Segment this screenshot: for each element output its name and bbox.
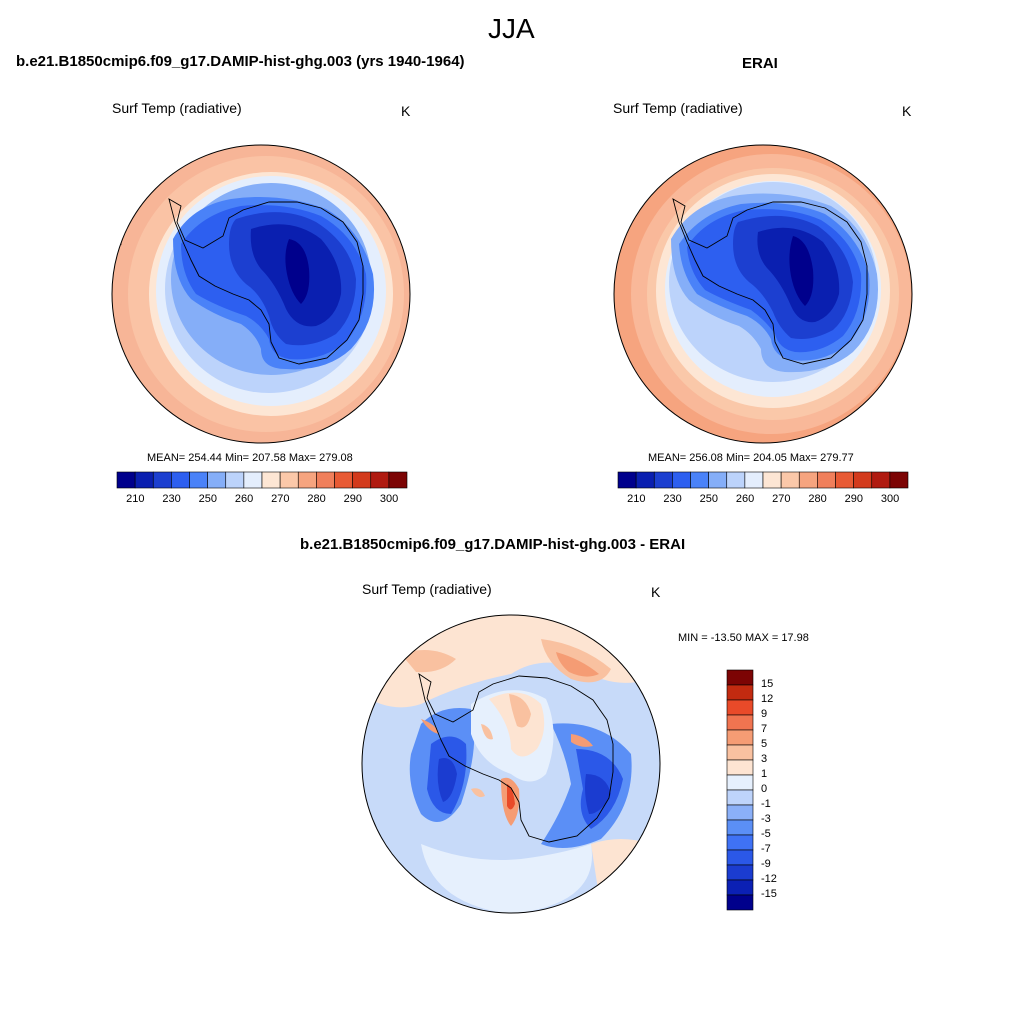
colorbar-tick-label: 250: [198, 493, 217, 505]
colorbar-tick-label: 5: [761, 738, 768, 750]
colorbar-tick-label: -3: [761, 813, 771, 825]
colorbar-swatch: [261, 471, 281, 489]
variable-label-model: Surf Temp (radiative): [112, 100, 242, 116]
colorbar-swatch: [726, 684, 754, 701]
colorbar-tick-label: 300: [880, 493, 900, 505]
colorbar-swatch: [243, 471, 263, 489]
colorbar-swatch: [189, 471, 208, 489]
colorbar-tick-label: 7: [761, 723, 768, 735]
colorbar-tick-label: 260: [234, 493, 254, 505]
colorbar-swatch: [708, 471, 728, 489]
variable-label-obs: Surf Temp (radiative): [613, 100, 743, 116]
units-label-obs: K: [902, 103, 912, 119]
colorbar-tick-label: 0: [761, 783, 768, 795]
colorbar-swatch: [853, 471, 873, 489]
colorbar-swatch: [726, 849, 754, 866]
colorbar-diff: [726, 669, 754, 911]
colorbar-tick-label: 15: [761, 678, 774, 690]
colorbar-tick-label: 210: [627, 493, 646, 505]
colorbar-tick-label: -12: [761, 873, 777, 885]
colorbar-swatch: [726, 744, 754, 761]
colorbar-tick-label: 280: [307, 493, 326, 505]
colorbar-swatch: [726, 819, 754, 836]
colorbar-swatch: [817, 471, 836, 489]
panel-title-model: b.e21.B1850cmip6.f09_g17.DAMIP-hist-ghg.…: [16, 53, 465, 70]
colorbar-swatch: [152, 471, 172, 489]
colorbar-swatch: [134, 471, 154, 489]
colorbar-swatch: [726, 471, 746, 489]
colorbar-swatch: [726, 894, 754, 911]
variable-label-diff: Surf Temp (radiative): [362, 581, 492, 597]
colorbar-tick-label: -1: [761, 798, 771, 810]
figure-title: JJA: [488, 13, 535, 44]
colorbar-tick-label: -15: [761, 888, 777, 900]
colorbar-swatch: [726, 834, 754, 851]
units-label-diff: K: [651, 584, 661, 600]
colorbar-swatch: [726, 879, 754, 896]
colorbar-swatch: [690, 471, 709, 489]
stats-obs: MEAN= 256.08 Min= 204.05 Max= 279.77: [648, 452, 854, 464]
colorbar-tick-label: 300: [379, 493, 399, 505]
units-label-model: K: [401, 103, 411, 119]
panel-title-obs: ERAI: [742, 55, 778, 72]
colorbar-swatch: [726, 669, 754, 686]
colorbar-swatch: [635, 471, 655, 489]
colorbar-swatch: [225, 471, 245, 489]
colorbar-tick-label: 290: [844, 493, 863, 505]
colorbar-tick-label: 270: [271, 493, 290, 505]
colorbar-swatch: [780, 471, 800, 489]
colorbar-tick-label: 230: [162, 493, 181, 505]
colorbar-swatch: [653, 471, 673, 489]
colorbar-swatch: [871, 471, 891, 489]
colorbar-swatch: [672, 471, 691, 489]
colorbar-swatch: [726, 864, 754, 881]
panel-title-diff: b.e21.B1850cmip6.f09_g17.DAMIP-hist-ghg.…: [300, 536, 686, 553]
colorbar-tick-label: 1: [761, 768, 768, 780]
colorbar-tick-label: -7: [761, 843, 771, 855]
stats-model: MEAN= 254.44 Min= 207.58 Max= 279.08: [147, 452, 353, 464]
colorbar-swatch: [352, 471, 372, 489]
colorbar-swatch: [726, 714, 754, 731]
colorbar-tick-label: 9: [761, 708, 768, 720]
colorbar-tick-label: 260: [735, 493, 755, 505]
polar-map-obs: [613, 144, 913, 444]
colorbar-tick-label: 210: [126, 493, 145, 505]
colorbar-tick-label: 3: [761, 753, 768, 765]
colorbar-swatch: [726, 789, 754, 806]
colorbar-swatch: [116, 471, 136, 489]
colorbar-tick-label: 12: [761, 693, 774, 705]
colorbar-swatch: [726, 774, 754, 791]
colorbar-swatch: [835, 471, 854, 489]
colorbar-swatch: [726, 729, 754, 746]
colorbar-obs: [617, 471, 909, 489]
colorbar-swatch: [171, 471, 190, 489]
colorbar-tick-label: 290: [343, 493, 362, 505]
colorbar-tick-label: 270: [772, 493, 791, 505]
colorbar-swatch: [889, 471, 909, 489]
colorbar-tick-label: 230: [663, 493, 682, 505]
colorbar-swatch: [334, 471, 353, 489]
colorbar-swatch: [798, 471, 818, 489]
colorbar-tick-label: -5: [761, 828, 771, 840]
colorbar-tick-label: 250: [699, 493, 718, 505]
colorbar-swatch: [316, 471, 335, 489]
colorbar-tick-label: -9: [761, 858, 771, 870]
stats-diff: MIN = -13.50 MAX = 17.98: [678, 632, 809, 644]
polar-map-model: [111, 144, 411, 444]
colorbar-swatch: [370, 471, 390, 489]
colorbar-swatch: [388, 471, 408, 489]
colorbar-swatch: [207, 471, 227, 489]
colorbar-swatch: [726, 759, 754, 776]
colorbar-swatch: [726, 804, 754, 821]
colorbar-swatch: [617, 471, 637, 489]
colorbar-swatch: [762, 471, 782, 489]
polar-map-diff: [361, 614, 661, 914]
colorbar-swatch: [297, 471, 317, 489]
colorbar-swatch: [744, 471, 764, 489]
colorbar-swatch: [726, 699, 754, 716]
colorbar-swatch: [279, 471, 299, 489]
colorbar-model: [116, 471, 408, 489]
colorbar-tick-label: 280: [808, 493, 827, 505]
